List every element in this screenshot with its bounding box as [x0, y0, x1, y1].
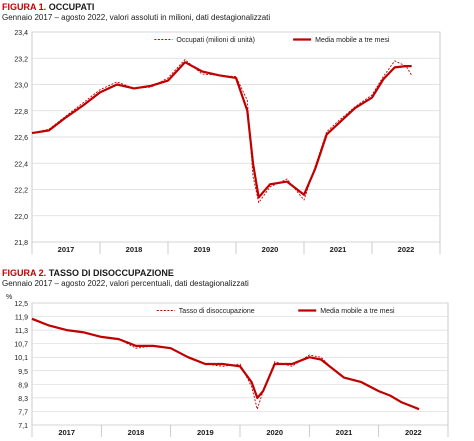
- y-tick-label: 22,4: [14, 161, 28, 168]
- figure-2-title: FIGURA 2. TASSO DI DISOCCUPAZIONE: [2, 268, 174, 278]
- y-tick-label: 12,5: [14, 301, 28, 308]
- x-tick-label: 2018: [126, 245, 143, 254]
- y-tick-label: 10,1: [14, 355, 28, 362]
- y-tick-label: 8,9: [18, 382, 28, 389]
- figure-1-subtitle: Gennaio 2017 – agosto 2022, valori assol…: [2, 13, 271, 22]
- x-tick-label: 2017: [58, 245, 75, 254]
- disoccupazione-chart: 7,1 7,7 8,3 8,9 9,5 10,1 10,7 11,3 11,9 12,5% 2017…: [6, 294, 449, 437]
- legend-label: Media mobile a tre mesi: [320, 308, 395, 315]
- figure-2-heading: TASSO DI DISOCCUPAZIONE: [48, 268, 174, 278]
- figure-1: FIGURA 1. OCCUPATI Gennaio 2017 – agosto…: [2, 2, 271, 22]
- y-tick-label: 11,3: [15, 328, 28, 335]
- series-line-monthly: [31, 59, 413, 204]
- y-tick-label: 23,4: [14, 30, 28, 37]
- figure-1-number: FIGURA 1.: [2, 2, 47, 12]
- x-tick-label: 2019: [194, 245, 211, 254]
- y-tick-label: 23,2: [14, 56, 28, 63]
- y-axis-unit: %: [6, 294, 12, 301]
- x-tick-label: 2020: [266, 428, 283, 437]
- x-tick-label: 2020: [262, 245, 279, 254]
- y-tick-label: 23,0: [14, 83, 28, 90]
- x-tick-label: 2019: [197, 428, 214, 437]
- x-tick-label: 2017: [58, 428, 75, 437]
- y-tick-label: 22,2: [14, 188, 28, 195]
- y-tick-label: 22,8: [14, 109, 28, 116]
- series-line-moving-average: [31, 317, 420, 411]
- y-tick-label: 10,7: [14, 342, 28, 349]
- series-line-moving-average: [31, 61, 412, 199]
- y-tick-label: 9,5: [18, 369, 28, 376]
- y-tick-label: 11,9: [15, 315, 28, 322]
- y-tick-label: 22,6: [14, 135, 28, 142]
- y-tick-label: 7,1: [18, 423, 28, 430]
- figure-1-heading: OCCUPATI: [48, 2, 95, 12]
- legend-label: Media mobile a tre mesi: [315, 37, 390, 44]
- x-tick-label: 2021: [330, 245, 347, 254]
- x-tick-label: 2018: [128, 428, 145, 437]
- y-tick-label: 21,8: [14, 240, 28, 247]
- occupati-chart: 21,8 22,0 22,2 22,4 22,6 22,8 23,0 23,2 23,4 2017…: [14, 30, 441, 254]
- x-tick-label: 2022: [398, 245, 415, 254]
- figure-2: FIGURA 2. TASSO DI DISOCCUPAZIONE Gennai…: [0, 266, 474, 441]
- figure-1-title: FIGURA 1. OCCUPATI: [2, 2, 94, 12]
- y-tick-label: 8,3: [18, 396, 28, 403]
- y-tick-label: 22,0: [14, 214, 28, 221]
- figure-2-number: FIGURA 2.: [2, 268, 47, 278]
- x-tick-label: 2021: [336, 428, 353, 437]
- y-tick-label: 7,7: [18, 409, 28, 416]
- legend-label: Occupati (milioni di unità): [176, 37, 255, 44]
- x-tick-label: 2022: [405, 428, 422, 437]
- legend-label: Tasso di disoccupazione: [179, 308, 255, 315]
- figure-2-subtitle: Gennaio 2017 – agosto 2022, valori perce…: [2, 279, 249, 288]
